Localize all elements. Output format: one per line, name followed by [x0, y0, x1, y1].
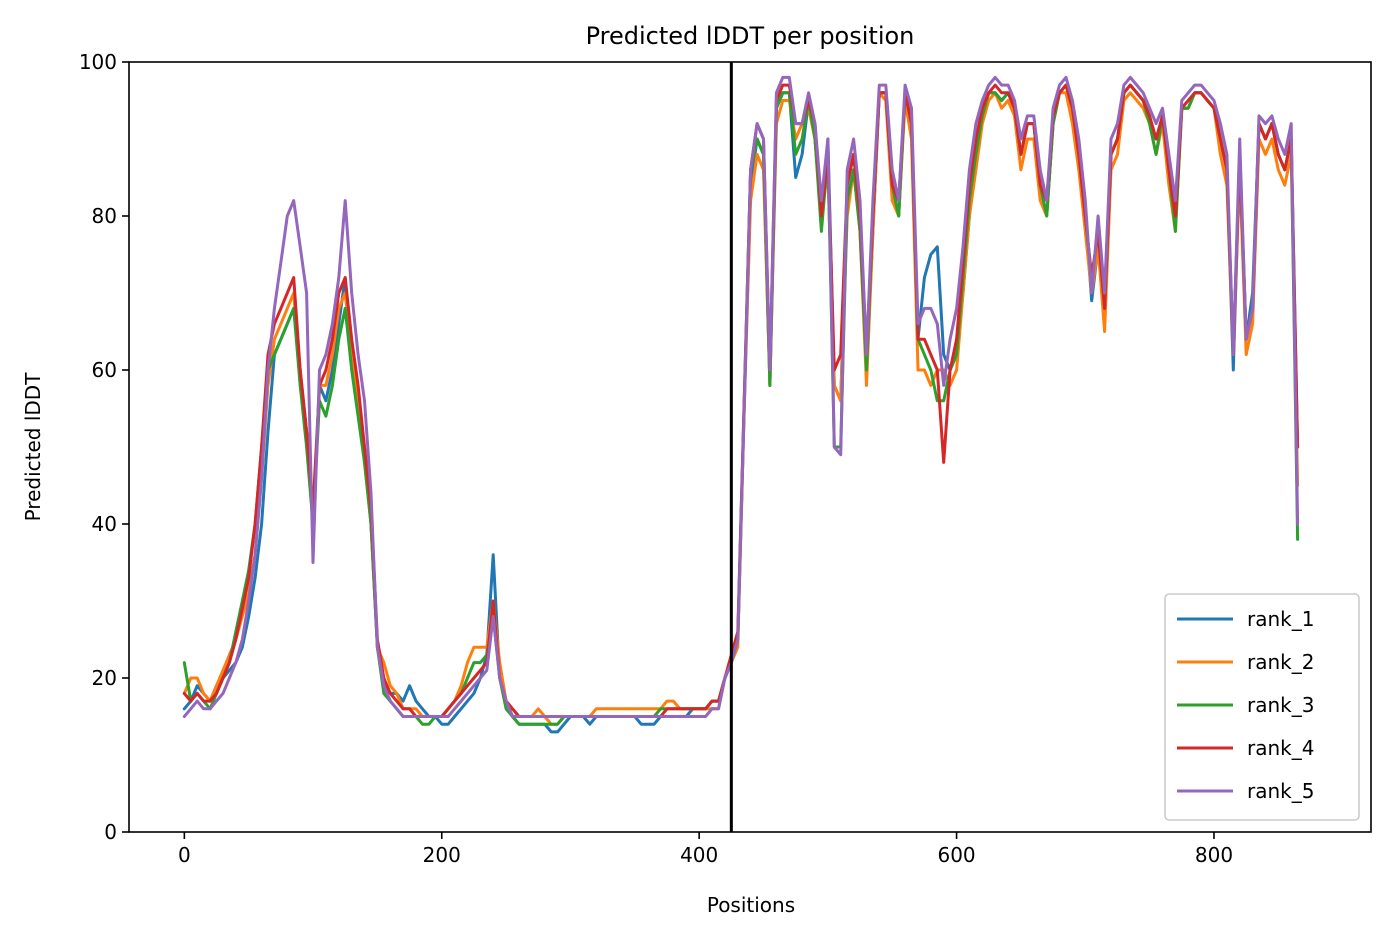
x-tick-label: 400 — [680, 843, 718, 867]
y-tick-label: 60 — [92, 358, 117, 382]
x-tick-label: 0 — [178, 843, 191, 867]
x-tick-label: 200 — [423, 843, 461, 867]
legend-label-rank_1: rank_1 — [1247, 607, 1314, 631]
y-axis-label: Predicted lDDT — [21, 372, 45, 522]
y-tick-label: 100 — [79, 50, 117, 74]
chart-title: Predicted lDDT per position — [586, 22, 915, 50]
x-axis-label: Positions — [707, 893, 795, 917]
legend-label-rank_2: rank_2 — [1247, 650, 1314, 674]
legend-label-rank_3: rank_3 — [1247, 693, 1314, 717]
x-tick-label: 800 — [1195, 843, 1233, 867]
legend-label-rank_5: rank_5 — [1247, 779, 1314, 803]
y-tick-label: 0 — [104, 820, 117, 844]
series-lines — [182, 75, 1300, 734]
axes-frame — [128, 61, 1372, 833]
legend-label-rank_4: rank_4 — [1247, 736, 1314, 760]
series-line-rank_5 — [182, 75, 1300, 718]
y-tick-label: 40 — [92, 512, 117, 536]
plot-area: 0 200 400 600 800 0 20 40 60 80 100 — [79, 50, 1372, 867]
legend-box — [1164, 593, 1360, 821]
y-tick-label: 20 — [92, 666, 117, 690]
y-tick-label: 80 — [92, 204, 117, 228]
legend: rank_1 rank_2 rank_3 rank_4 rank_5 — [1164, 593, 1360, 821]
x-tick-label: 600 — [937, 843, 975, 867]
